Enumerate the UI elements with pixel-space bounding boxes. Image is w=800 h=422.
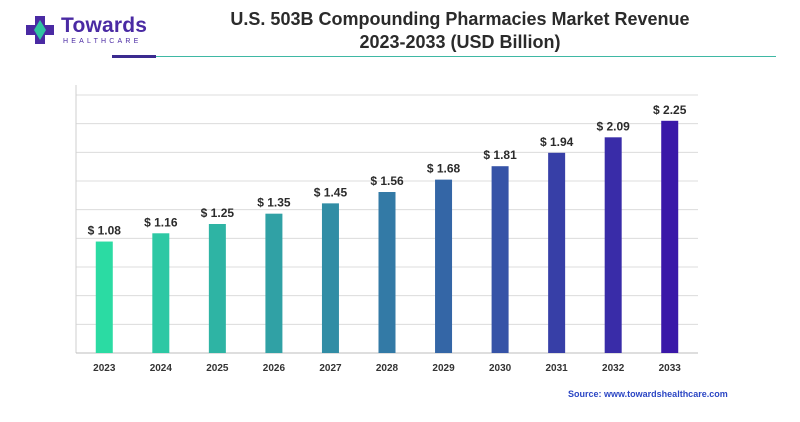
header-divider [156, 56, 776, 57]
x-tick-label-2030: 2030 [489, 363, 512, 374]
value-label-2026: $ 1.35 [257, 196, 291, 210]
chart-title: U.S. 503B Compounding Pharmacies Market … [200, 8, 720, 54]
value-label-2025: $ 1.25 [201, 206, 235, 220]
value-label-2023: $ 1.08 [88, 224, 122, 238]
source-note: Source: www.towardshealthcare.com [568, 389, 728, 399]
x-tick-label-2028: 2028 [376, 363, 399, 374]
bar-2028 [378, 192, 396, 353]
x-tick-label-2031: 2031 [546, 363, 569, 374]
brand-tagline: HEALTHCARE [63, 38, 142, 45]
bar-2023 [95, 241, 113, 353]
bar-2024 [152, 233, 170, 353]
bar-2027 [321, 203, 339, 353]
bar-2030 [491, 166, 509, 353]
brand-logo: Towards HEALTHCARE [24, 12, 154, 52]
value-label-2030: $ 1.81 [483, 148, 517, 162]
bar-2033 [661, 120, 679, 353]
chart-title-line-1: U.S. 503B Compounding Pharmacies Market … [230, 9, 690, 29]
bar-2029 [435, 179, 453, 353]
x-tick-label-2033: 2033 [659, 363, 682, 374]
value-label-2027: $ 1.45 [314, 185, 348, 199]
x-tick-label-2027: 2027 [319, 363, 342, 374]
header-accent-line [112, 55, 156, 58]
bar-2026 [265, 213, 283, 353]
value-label-2033: $ 2.25 [653, 103, 687, 117]
x-tick-label-2029: 2029 [432, 363, 455, 374]
value-label-2028: $ 1.56 [370, 174, 404, 188]
value-label-2024: $ 1.16 [144, 215, 178, 229]
x-tick-label-2032: 2032 [602, 363, 625, 374]
value-label-2029: $ 1.68 [427, 162, 461, 176]
bar-2025 [208, 224, 226, 353]
x-tick-label-2026: 2026 [263, 363, 286, 374]
brand-name: Towards [61, 14, 148, 37]
value-label-2032: $ 2.09 [596, 119, 630, 133]
x-tick-label-2024: 2024 [150, 363, 173, 374]
value-label-2031: $ 1.94 [540, 135, 574, 149]
bar-2032 [604, 137, 622, 353]
chart-title-line-2: 2023-2033 (USD Billion) [359, 32, 561, 52]
medical-cross-icon [26, 16, 54, 44]
x-tick-label-2025: 2025 [206, 363, 229, 374]
bar-2031 [548, 152, 566, 353]
x-tick-label-2023: 2023 [93, 363, 116, 374]
